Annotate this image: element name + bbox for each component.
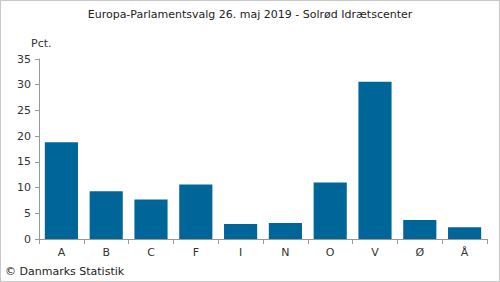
svg-text:Ø: Ø — [415, 246, 424, 259]
svg-text:0: 0 — [24, 233, 31, 246]
svg-text:© Danmarks Statistik: © Danmarks Statistik — [5, 265, 125, 278]
svg-text:F: F — [193, 246, 199, 259]
svg-text:35: 35 — [17, 53, 31, 66]
svg-text:B: B — [102, 246, 110, 259]
svg-text:Å: Å — [461, 246, 469, 259]
svg-text:10: 10 — [17, 181, 31, 194]
svg-text:5: 5 — [24, 207, 31, 220]
svg-text:25: 25 — [17, 104, 31, 117]
svg-text:15: 15 — [17, 155, 31, 168]
svg-text:I: I — [239, 246, 242, 259]
svg-text:20: 20 — [17, 130, 31, 143]
svg-text:C: C — [147, 246, 155, 259]
svg-text:Pct.: Pct. — [31, 37, 52, 50]
svg-text:N: N — [281, 246, 289, 259]
svg-text:30: 30 — [17, 78, 31, 91]
svg-text:A: A — [58, 246, 66, 259]
svg-text:O: O — [326, 246, 335, 259]
svg-text:Europa-Parlamentsvalg 26. maj: Europa-Parlamentsvalg 26. maj 2019 - Sol… — [88, 8, 413, 21]
svg-text:V: V — [371, 246, 379, 259]
